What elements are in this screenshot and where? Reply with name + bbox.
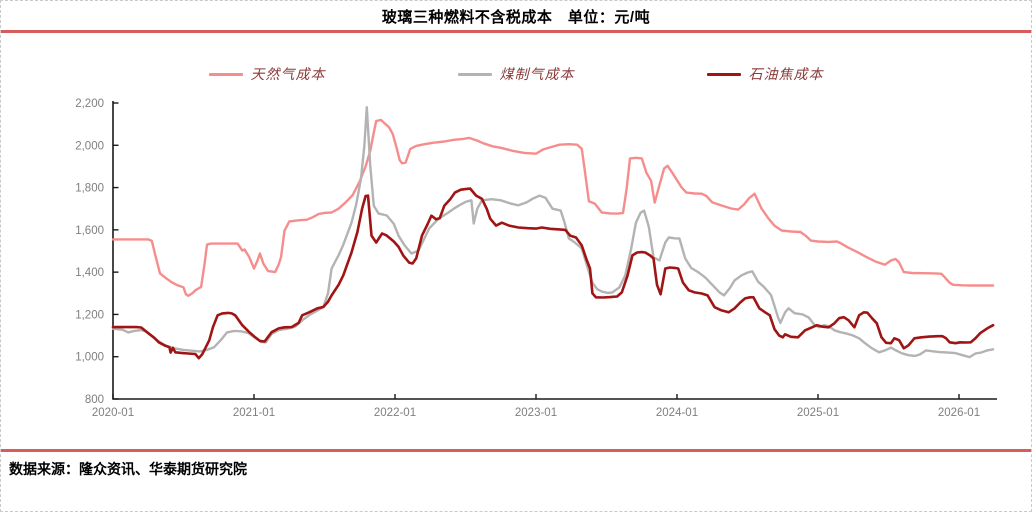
legend-label-petroleum-coke: 石油焦成本: [748, 67, 824, 83]
natural-gas-line-swatch: [208, 72, 243, 76]
petroleum-coke-line-swatch: [706, 72, 741, 76]
legend-item-natural-gas: 天然气成本: [208, 64, 326, 84]
x-axis-tick-label: 2022-01: [374, 407, 416, 419]
coal-gas-line-swatch: [457, 72, 492, 76]
x-axis-tick-label: 2021-01: [233, 407, 275, 419]
data-source-text: 数据来源：隆众资讯、华泰期货研究院: [9, 461, 247, 477]
bottom-divider: [1, 449, 1031, 452]
x-axis-tick-label: 2020-01: [92, 407, 134, 419]
legend-label-coal-gas: 煤制气成本: [499, 67, 575, 83]
x-axis-tick-label: 2023-01: [515, 407, 557, 419]
y-axis-tick-label: 800: [85, 394, 104, 406]
x-axis-tick-label: 2025-01: [797, 407, 839, 419]
x-axis-tick-label: 2024-01: [656, 407, 698, 419]
x-axis-tick-label: 2026-01: [938, 407, 980, 419]
legend: 天然气成本 煤制气成本 石油焦成本: [1, 64, 1031, 84]
top-divider: [1, 30, 1031, 33]
legend-item-coal-gas: 煤制气成本: [457, 64, 575, 84]
legend-label-natural-gas: 天然气成本: [250, 67, 326, 83]
y-axis-tick-label: 2,200: [75, 98, 104, 110]
y-axis-tick-label: 1,400: [75, 267, 104, 279]
legend-item-petroleum-coke: 石油焦成本: [706, 64, 824, 84]
petroleum-coke-series-line: [111, 187, 995, 360]
y-axis-tick-label: 2,000: [75, 140, 104, 152]
y-axis-tick-label: 1,200: [75, 309, 104, 321]
y-axis-tick-label: 1,000: [75, 352, 104, 364]
coal-gas-series-line: [111, 105, 995, 359]
page-title: 玻璃三种燃料不含税成本 单位：元/吨: [381, 9, 651, 26]
natural-gas-series-line: [111, 118, 995, 297]
y-axis-tick-label: 1,800: [75, 183, 104, 195]
y-axis-tick-label: 1,600: [75, 225, 104, 237]
